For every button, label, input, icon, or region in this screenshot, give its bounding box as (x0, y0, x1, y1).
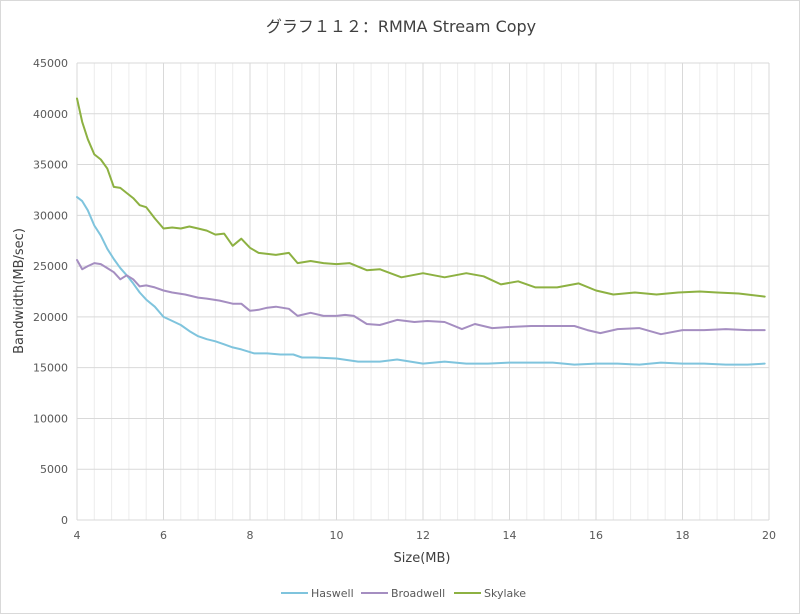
y-tick-label: 25000 (33, 260, 68, 273)
series-line-broadwell (76, 259, 766, 336)
y-tick-label: 15000 (33, 362, 68, 375)
y-tick-label: 40000 (33, 108, 68, 121)
series-lines (76, 97, 766, 366)
x-tick-label: 8 (247, 529, 254, 542)
y-tick-label: 10000 (33, 412, 68, 425)
x-axis-tick-labels: 4 6 8 10 12 14 16 18 20 (74, 529, 777, 542)
x-tick-label: 10 (330, 529, 344, 542)
y-axis-tick-labels: 0 5000 10000 15000 20000 25000 30000 35000 40000… (33, 57, 68, 527)
x-tick-label: 14 (503, 529, 517, 542)
y-tick-label: 0 (61, 514, 68, 527)
series-line-skylake (76, 97, 766, 298)
y-tick-label: 35000 (33, 159, 68, 172)
chart-title: グラフ１１２：RMMA Stream Copy (266, 17, 536, 36)
x-tick-label: 16 (589, 529, 603, 542)
y-axis-title: Bandwidth(MB/sec) (12, 228, 27, 354)
x-tick-label: 20 (762, 529, 776, 542)
y-tick-label: 5000 (40, 463, 68, 476)
x-tick-label: 4 (74, 529, 81, 542)
legend-label-haswell: Haswell (311, 587, 354, 600)
x-tick-label: 12 (416, 529, 430, 542)
x-tick-label: 18 (676, 529, 690, 542)
y-tick-label: 45000 (33, 57, 68, 70)
series-line-haswell (76, 196, 766, 366)
legend-label-skylake: Skylake (484, 587, 526, 600)
x-tick-label: 6 (160, 529, 167, 542)
y-tick-label: 30000 (33, 209, 68, 222)
y-tick-label: 20000 (33, 311, 68, 324)
legend: Haswell Broadwell Skylake (281, 587, 526, 600)
legend-label-broadwell: Broadwell (391, 587, 445, 600)
gridlines (76, 62, 770, 521)
x-axis-title: Size(MB) (394, 551, 451, 566)
